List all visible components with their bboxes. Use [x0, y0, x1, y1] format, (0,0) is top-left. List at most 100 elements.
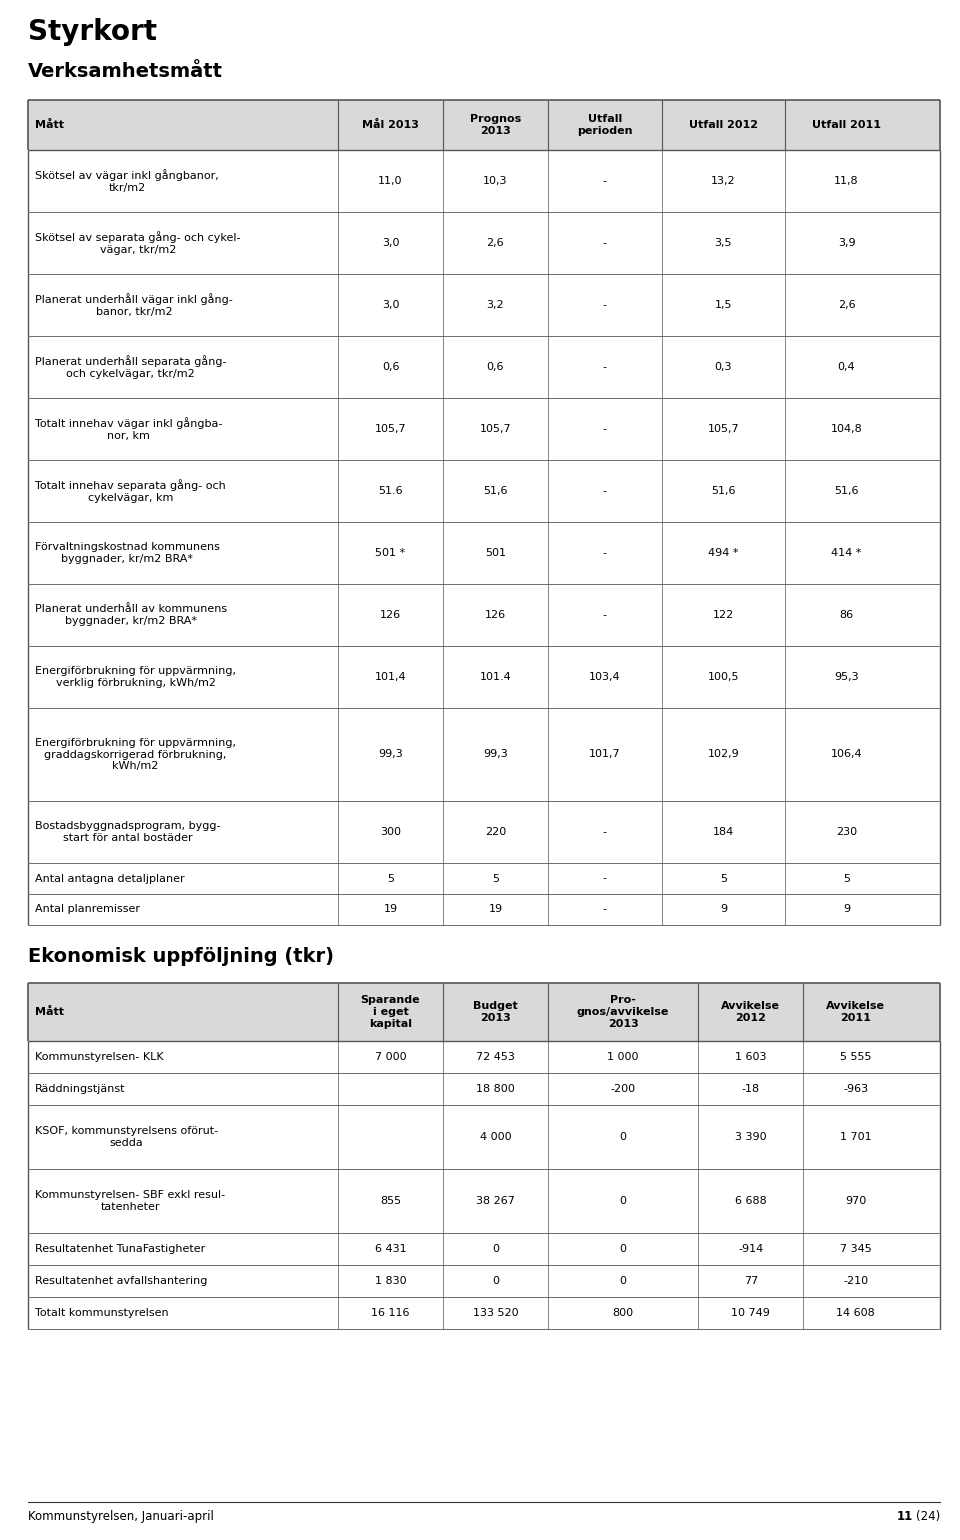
- Text: 11,0: 11,0: [378, 176, 403, 186]
- Text: 102,9: 102,9: [708, 750, 739, 759]
- Text: Planerat underhåll av kommunens
byggnader, kr/m2 BRA*: Planerat underhåll av kommunens byggnade…: [35, 604, 228, 625]
- Text: Planerat underhåll separata gång-
och cykelvägar, tkr/m2: Planerat underhåll separata gång- och cy…: [35, 356, 227, 379]
- Text: 4 000: 4 000: [480, 1132, 512, 1143]
- Text: Totalt kommunstyrelsen: Totalt kommunstyrelsen: [35, 1307, 169, 1318]
- Text: 105,7: 105,7: [374, 424, 406, 434]
- Text: Utfall 2011: Utfall 2011: [812, 120, 881, 129]
- Text: 3,0: 3,0: [382, 239, 399, 248]
- Bar: [28, 801, 940, 862]
- Text: 855: 855: [380, 1197, 401, 1206]
- Text: Avvikelse
2012: Avvikelse 2012: [721, 1001, 780, 1023]
- Text: 101.4: 101.4: [480, 671, 512, 682]
- Text: 1 830: 1 830: [374, 1277, 406, 1286]
- Text: Kommunstyrelsen- KLK: Kommunstyrelsen- KLK: [35, 1052, 163, 1063]
- Bar: [28, 336, 940, 397]
- Text: 122: 122: [712, 610, 734, 621]
- Text: -: -: [603, 300, 607, 310]
- Text: 300: 300: [380, 827, 401, 838]
- Text: 800: 800: [612, 1307, 634, 1318]
- Text: -: -: [603, 424, 607, 434]
- Bar: [28, 213, 940, 274]
- Text: 19: 19: [383, 904, 397, 915]
- Text: KSOF, kommunstyrelsens oförut-
sedda: KSOF, kommunstyrelsens oförut- sedda: [35, 1126, 218, 1147]
- Text: -: -: [603, 487, 607, 496]
- Text: 220: 220: [485, 827, 506, 838]
- Text: 970: 970: [845, 1197, 866, 1206]
- Bar: [28, 1106, 940, 1169]
- Bar: [28, 1264, 940, 1297]
- Text: 5 555: 5 555: [840, 1052, 872, 1063]
- Text: 126: 126: [380, 610, 401, 621]
- Text: -: -: [603, 873, 607, 884]
- Text: 14 608: 14 608: [836, 1307, 875, 1318]
- Bar: [28, 149, 940, 213]
- Text: 18 800: 18 800: [476, 1084, 515, 1093]
- Text: 7 345: 7 345: [840, 1244, 872, 1254]
- Text: 1 000: 1 000: [608, 1052, 638, 1063]
- Text: 0: 0: [492, 1277, 499, 1286]
- Text: Styrkort: Styrkort: [28, 18, 157, 46]
- Text: -: -: [603, 610, 607, 621]
- Bar: [28, 645, 940, 708]
- Text: -200: -200: [611, 1084, 636, 1093]
- Text: Bostadsbyggnadsprogram, bygg-
start för antal bostäder: Bostadsbyggnadsprogram, bygg- start för …: [35, 821, 221, 842]
- Text: 501: 501: [485, 548, 506, 557]
- Text: Kommunstyrelsen- SBF exkl resul-
tatenheter: Kommunstyrelsen- SBF exkl resul- tatenhe…: [35, 1190, 226, 1212]
- Text: 1,5: 1,5: [714, 300, 732, 310]
- Text: Mål 2013: Mål 2013: [362, 120, 419, 129]
- Text: Förvaltningskostnad kommunens
byggnader, kr/m2 BRA*: Förvaltningskostnad kommunens byggnader,…: [35, 542, 220, 564]
- Bar: [28, 1073, 940, 1106]
- Text: 0: 0: [619, 1244, 627, 1254]
- Text: 51,6: 51,6: [483, 487, 508, 496]
- Text: 38 267: 38 267: [476, 1197, 515, 1206]
- Text: 3,2: 3,2: [487, 300, 504, 310]
- Text: -: -: [603, 904, 607, 915]
- Text: 95,3: 95,3: [834, 671, 859, 682]
- Text: Antal antagna detaljplaner: Antal antagna detaljplaner: [35, 873, 184, 884]
- Bar: [28, 100, 940, 149]
- Text: 6 431: 6 431: [374, 1244, 406, 1254]
- Text: 11,8: 11,8: [834, 176, 859, 186]
- Text: 230: 230: [836, 827, 857, 838]
- Text: Totalt innehav vägar inkl gångba-
nor, km: Totalt innehav vägar inkl gångba- nor, k…: [35, 417, 223, 440]
- Text: -914: -914: [738, 1244, 763, 1254]
- Text: 104,8: 104,8: [830, 424, 862, 434]
- Text: -: -: [603, 239, 607, 248]
- Text: 51,6: 51,6: [711, 487, 735, 496]
- Text: 0,6: 0,6: [382, 362, 399, 373]
- Text: 5: 5: [492, 873, 499, 884]
- Text: -18: -18: [742, 1084, 759, 1093]
- Text: 77: 77: [744, 1277, 757, 1286]
- Text: -: -: [603, 548, 607, 557]
- Text: 0: 0: [619, 1277, 627, 1286]
- Text: 414 *: 414 *: [831, 548, 862, 557]
- Text: Totalt innehav separata gång- och
cykelvägar, km: Totalt innehav separata gång- och cykelv…: [35, 479, 226, 502]
- Text: 51.6: 51.6: [378, 487, 403, 496]
- Text: 1 603: 1 603: [735, 1052, 766, 1063]
- Text: Skötsel av separata gång- och cykel-
vägar, tkr/m2: Skötsel av separata gång- och cykel- väg…: [35, 231, 241, 254]
- Text: Mått: Mått: [35, 120, 64, 129]
- Text: 11: 11: [897, 1511, 913, 1523]
- Text: 5: 5: [387, 873, 394, 884]
- Text: 105,7: 105,7: [480, 424, 512, 434]
- Text: Budget
2013: Budget 2013: [473, 1001, 517, 1023]
- Text: 10,3: 10,3: [483, 176, 508, 186]
- Bar: [28, 584, 940, 645]
- Text: Sparande
i eget
kapital: Sparande i eget kapital: [361, 995, 420, 1029]
- Bar: [28, 1234, 940, 1264]
- Text: 13,2: 13,2: [711, 176, 735, 186]
- Text: Kommunstyrelsen, Januari-april: Kommunstyrelsen, Januari-april: [28, 1511, 214, 1523]
- Text: Ekonomisk uppföljning (tkr): Ekonomisk uppföljning (tkr): [28, 947, 334, 966]
- Text: 100,5: 100,5: [708, 671, 739, 682]
- Bar: [28, 895, 940, 926]
- Text: Utfall
perioden: Utfall perioden: [577, 114, 633, 136]
- Bar: [28, 1169, 940, 1234]
- Text: 0: 0: [492, 1244, 499, 1254]
- Text: 10 749: 10 749: [732, 1307, 770, 1318]
- Text: 2,6: 2,6: [838, 300, 855, 310]
- Text: 105,7: 105,7: [708, 424, 739, 434]
- Text: 0,3: 0,3: [714, 362, 732, 373]
- Text: (24): (24): [916, 1511, 940, 1523]
- Text: Mått: Mått: [35, 1007, 64, 1016]
- Text: 106,4: 106,4: [830, 750, 862, 759]
